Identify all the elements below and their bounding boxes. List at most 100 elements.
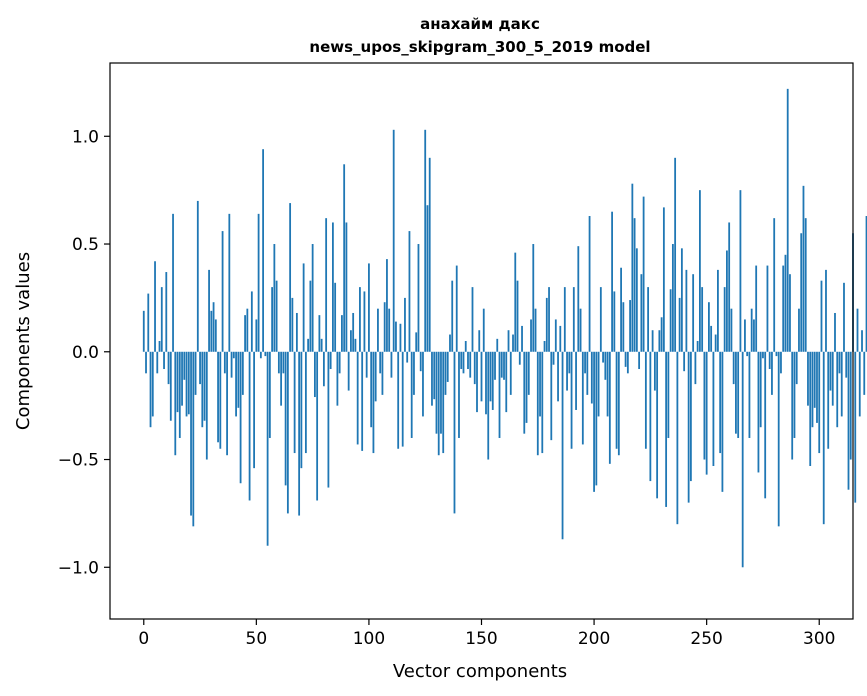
bar-121: [415, 332, 418, 352]
bar-268: [746, 351, 749, 357]
bar-6: [156, 351, 159, 374]
bar-100: [368, 263, 370, 352]
bar-124: [422, 351, 424, 417]
bar-56: [268, 351, 271, 438]
bar-201: [595, 351, 598, 486]
x-tick-label: 200: [578, 629, 610, 649]
bar-17: [181, 351, 183, 406]
bar-80: [322, 351, 325, 387]
bar-92: [350, 330, 352, 352]
bar-29: [208, 269, 210, 352]
bar-41: [235, 351, 237, 417]
bar-207: [608, 351, 611, 464]
bar-91: [347, 351, 350, 391]
bar-57: [271, 287, 274, 352]
bar-296: [809, 351, 812, 466]
bar-62: [282, 351, 285, 374]
bar-31: [212, 302, 215, 352]
bar-243: [689, 351, 692, 482]
bar-43: [239, 351, 242, 484]
y-axis-ticks: 1.0 0.5 0.0 −0.5 −1.0: [58, 127, 110, 578]
bar-87: [338, 351, 341, 374]
bar-195: [581, 351, 584, 445]
bar-216: [629, 300, 631, 352]
bar-218: [633, 218, 636, 352]
bar-266: [741, 351, 744, 568]
bar-223: [644, 351, 647, 449]
bar-318: [858, 351, 861, 417]
bar-244: [692, 274, 695, 352]
bar-149: [478, 330, 481, 352]
bar-20: [187, 351, 190, 415]
bar-30: [210, 310, 213, 352]
bar-259: [726, 250, 728, 352]
bar-176: [539, 351, 541, 417]
y-tick-label: 0.0: [72, 343, 99, 363]
bar-79: [320, 338, 323, 352]
bar-181: [550, 351, 553, 441]
bar-158: [498, 351, 501, 438]
bar-129: [433, 351, 436, 400]
bar-63: [284, 351, 287, 486]
bar-274: [759, 351, 762, 428]
bar-285: [784, 254, 787, 352]
bar-298: [813, 351, 816, 408]
bar-167: [518, 351, 521, 365]
bar-319: [861, 330, 863, 352]
bar-198: [588, 216, 591, 352]
bar-139: [455, 265, 458, 352]
bar-233: [667, 351, 670, 438]
bar-313: [847, 351, 850, 490]
bar-224: [647, 287, 650, 352]
bar-160: [503, 351, 505, 380]
bar-155: [491, 351, 494, 410]
bar-321: [865, 216, 867, 352]
bar-203: [599, 287, 602, 352]
bar-49: [253, 351, 255, 469]
bar-147: [473, 351, 476, 385]
bar-190: [570, 351, 573, 449]
bar-237: [676, 351, 679, 525]
bar-51: [257, 213, 260, 352]
bar-238: [678, 297, 681, 352]
bar-309: [838, 351, 841, 374]
bar-263: [735, 351, 737, 434]
bar-183: [554, 319, 557, 352]
bar-162: [507, 330, 510, 352]
bar-150: [480, 351, 483, 402]
bar-35: [221, 231, 224, 352]
y-axis-label: Components values: [13, 252, 34, 430]
bar-247: [699, 190, 701, 352]
bar-12: [169, 351, 172, 421]
bar-275: [762, 351, 764, 359]
bar-25: [199, 351, 201, 385]
bar-261: [730, 308, 733, 352]
plot-frame: [109, 62, 854, 620]
bar-175: [536, 351, 539, 456]
bar-208: [611, 211, 613, 352]
bar-66: [291, 297, 294, 352]
bar-151: [482, 308, 485, 352]
bar-18: [183, 351, 186, 380]
bar-304: [827, 351, 830, 449]
bar-34: [219, 351, 222, 449]
bar-127: [428, 157, 431, 352]
bar-24: [196, 200, 199, 352]
bar-271: [753, 319, 755, 352]
bar-284: [782, 265, 785, 352]
bar-288: [791, 351, 794, 460]
x-tick-label: 100: [353, 629, 385, 649]
bar-200: [593, 351, 595, 492]
bar-7: [158, 341, 161, 352]
bar-77: [316, 351, 319, 501]
bar-174: [534, 308, 537, 352]
bar-72: [304, 351, 307, 454]
bar-301: [820, 280, 823, 352]
bar-8: [160, 287, 163, 352]
bar-112: [395, 321, 397, 352]
bar-126: [426, 205, 429, 352]
bar-222: [642, 196, 645, 352]
y-tick-label: 1.0: [72, 127, 99, 147]
bar-45: [244, 315, 246, 352]
